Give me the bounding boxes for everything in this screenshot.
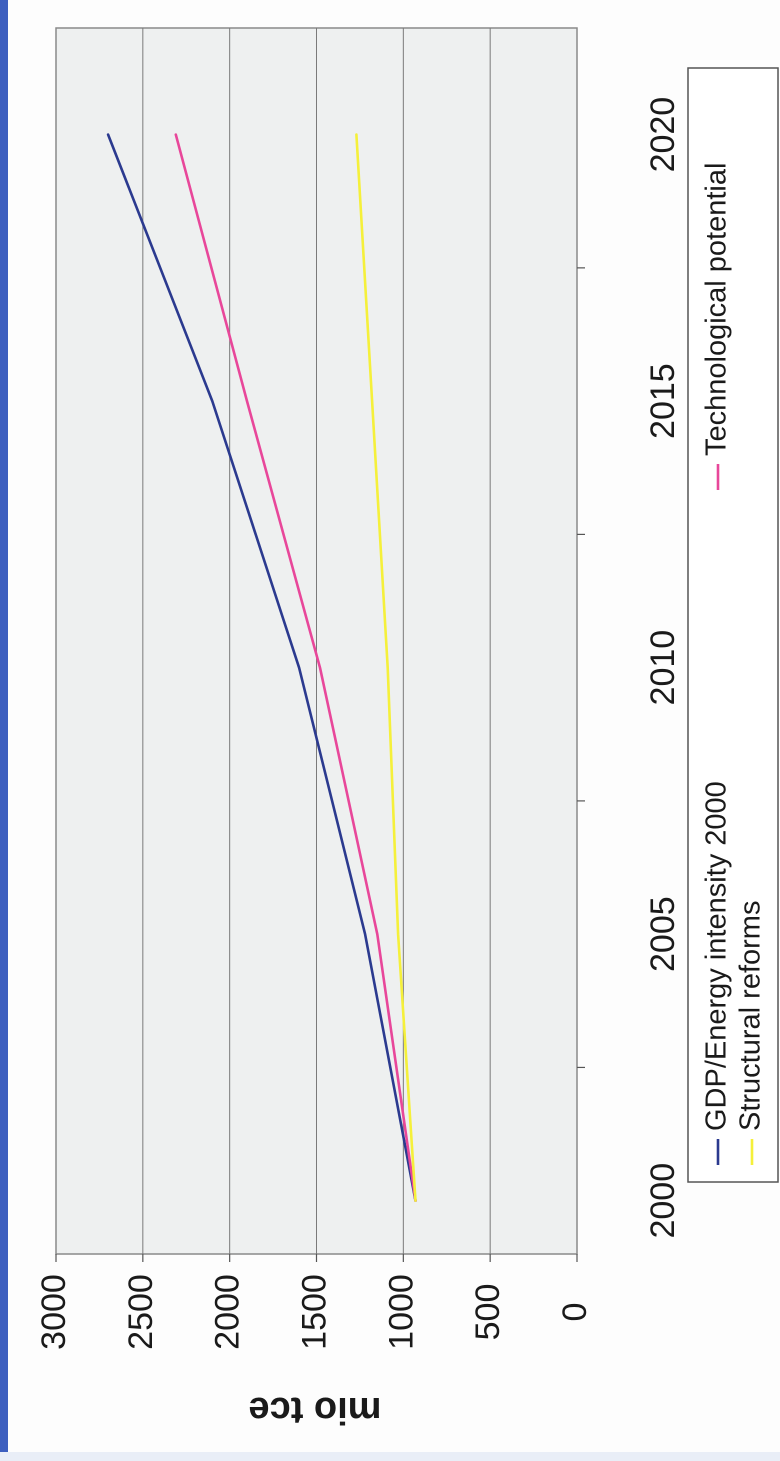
series-lines xyxy=(106,133,417,1202)
page-left-border xyxy=(0,0,8,1461)
grid-lines xyxy=(55,28,578,1262)
legend-label: GDP/Energy intensity 2000 xyxy=(701,781,733,1131)
y-axis-tick-labels: 0 500 1000 1500 2000 2500 3000 xyxy=(35,1274,594,1350)
y-tick-label: 2000 xyxy=(209,1274,247,1350)
legend: GDP/Energy intensity 2000 Technological p… xyxy=(687,67,779,1183)
series-line-3 xyxy=(355,133,417,1202)
x-axis-tick-labels: 2000 2005 2010 2015 2020 xyxy=(644,97,682,1239)
y-tick-label: 0 xyxy=(556,1303,594,1322)
x-axis-ticks xyxy=(577,267,585,1069)
page-bottom-edge xyxy=(0,1452,780,1461)
x-tick-label: 2005 xyxy=(644,896,682,972)
series-line-1 xyxy=(106,133,417,1202)
y-tick-label: 3000 xyxy=(35,1274,73,1350)
y-axis-title: mio tce xyxy=(248,1389,381,1431)
legend-box xyxy=(687,67,779,1183)
y-tick-label: 1000 xyxy=(382,1274,420,1350)
legend-label: Structural reforms xyxy=(735,901,767,1131)
y-tick-label: 500 xyxy=(469,1284,507,1341)
x-tick-label: 2015 xyxy=(644,363,682,439)
x-tick-label: 2010 xyxy=(644,630,682,706)
x-tick-label: 2020 xyxy=(644,97,682,173)
y-tick-label: 2500 xyxy=(122,1274,160,1350)
legend-items: GDP/Energy intensity 2000 Technological p… xyxy=(701,163,767,1165)
series-line-2 xyxy=(174,133,417,1202)
y-tick-label: 1500 xyxy=(295,1274,333,1350)
x-tick-label: 2000 xyxy=(644,1163,682,1239)
legend-label: Technological potential xyxy=(701,163,733,456)
